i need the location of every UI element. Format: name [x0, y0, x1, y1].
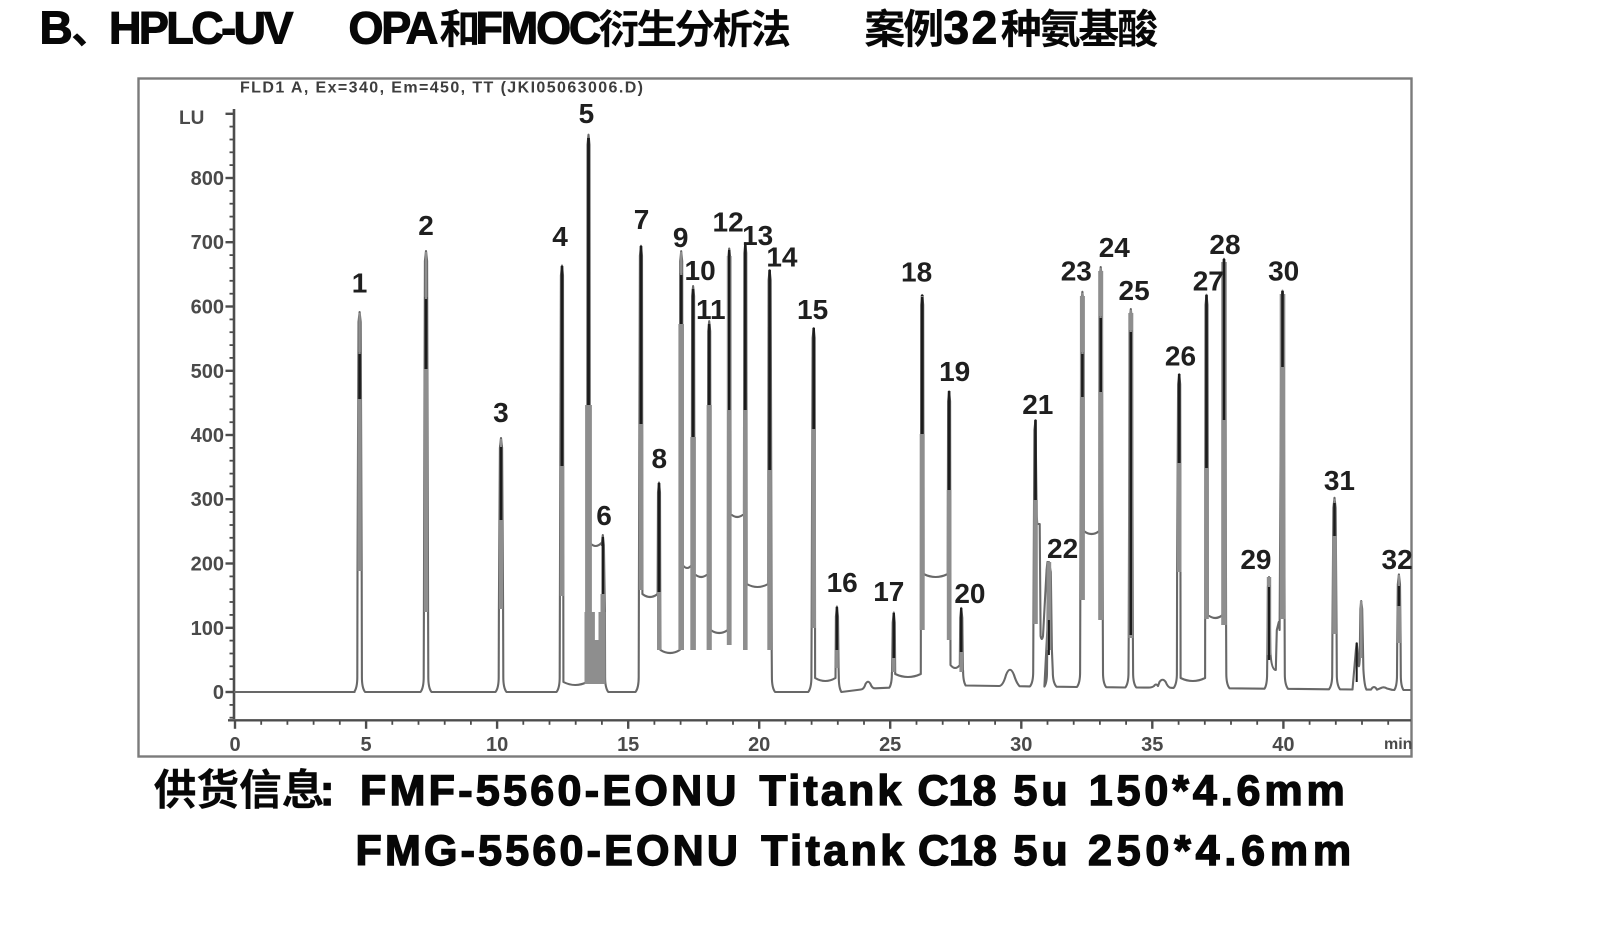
svg-text:18: 18 — [901, 257, 932, 288]
svg-text:5: 5 — [361, 734, 372, 756]
svg-text:30: 30 — [1010, 734, 1032, 756]
svg-text:FMG-5560-EONU: FMG-5560-EONU — [356, 827, 742, 875]
svg-text:20: 20 — [954, 578, 985, 609]
svg-text:500: 500 — [191, 361, 224, 383]
svg-text:5: 5 — [579, 98, 595, 129]
svg-text:9: 9 — [673, 222, 689, 253]
svg-text:0: 0 — [229, 734, 240, 756]
svg-text:25: 25 — [879, 734, 901, 756]
svg-text:100: 100 — [191, 618, 224, 640]
svg-text:5u: 5u — [1014, 767, 1072, 815]
svg-text:10: 10 — [486, 734, 508, 756]
svg-text:FMOC: FMOC — [476, 3, 601, 54]
svg-text:FLD1 A, Ex=340, Em=450, TT (JK: FLD1 A, Ex=340, Em=450, TT (JKI05063006.… — [240, 80, 643, 97]
svg-text:200: 200 — [191, 554, 224, 576]
svg-text:35: 35 — [1141, 734, 1163, 756]
svg-text:27: 27 — [1193, 266, 1224, 297]
svg-text:28: 28 — [1209, 229, 1240, 260]
svg-text:Titank: Titank — [760, 767, 905, 815]
svg-text:800: 800 — [191, 168, 224, 190]
svg-text:4: 4 — [552, 221, 568, 252]
svg-text::: : — [320, 767, 334, 815]
svg-text:0: 0 — [213, 682, 224, 704]
svg-text:HPLC-UV: HPLC-UV — [109, 3, 293, 54]
svg-text:6: 6 — [596, 500, 612, 531]
svg-text:29: 29 — [1240, 544, 1271, 575]
svg-text:15: 15 — [797, 294, 828, 325]
svg-text:400: 400 — [191, 425, 224, 447]
svg-text:700: 700 — [191, 232, 224, 254]
svg-text:30: 30 — [1268, 256, 1299, 287]
svg-text:7: 7 — [634, 204, 650, 235]
svg-text:150*4.6mm: 150*4.6mm — [1089, 767, 1349, 815]
svg-text:32: 32 — [1382, 544, 1413, 575]
svg-text:19: 19 — [939, 356, 970, 387]
svg-text:21: 21 — [1022, 389, 1053, 420]
svg-text:B: B — [40, 2, 73, 54]
svg-text:Titank: Titank — [761, 827, 907, 875]
svg-text:13: 13 — [742, 220, 773, 251]
svg-text:2: 2 — [418, 210, 434, 241]
svg-text:FMF-5560-EONU: FMF-5560-EONU — [360, 767, 740, 815]
svg-text:5u: 5u — [1014, 827, 1072, 875]
svg-text:15: 15 — [617, 734, 639, 756]
svg-text:3: 3 — [493, 397, 509, 428]
svg-text:300: 300 — [191, 489, 224, 511]
svg-text:26: 26 — [1165, 341, 1196, 372]
svg-text:250*4.6mm: 250*4.6mm — [1088, 827, 1356, 875]
svg-text:16: 16 — [827, 567, 858, 598]
svg-text:31: 31 — [1324, 465, 1355, 496]
svg-text:12: 12 — [713, 207, 744, 238]
svg-text:24: 24 — [1099, 232, 1131, 263]
svg-text:C18: C18 — [918, 767, 997, 815]
svg-text:600: 600 — [191, 297, 224, 319]
svg-text:1: 1 — [352, 268, 368, 299]
svg-text:32: 32 — [944, 2, 1000, 54]
svg-text:OPA: OPA — [349, 3, 438, 54]
svg-text:22: 22 — [1047, 533, 1078, 564]
svg-text:8: 8 — [652, 443, 668, 474]
svg-text:LU: LU — [179, 108, 204, 129]
svg-text:C18: C18 — [918, 827, 997, 875]
svg-text:17: 17 — [873, 576, 904, 607]
svg-text:11: 11 — [696, 294, 726, 325]
svg-text:min: min — [1384, 736, 1412, 753]
svg-text:23: 23 — [1061, 256, 1092, 287]
svg-text:20: 20 — [748, 734, 770, 756]
svg-text:25: 25 — [1119, 275, 1150, 306]
svg-text:10: 10 — [685, 255, 716, 286]
svg-text:40: 40 — [1272, 734, 1294, 756]
svg-text:14: 14 — [766, 242, 798, 273]
